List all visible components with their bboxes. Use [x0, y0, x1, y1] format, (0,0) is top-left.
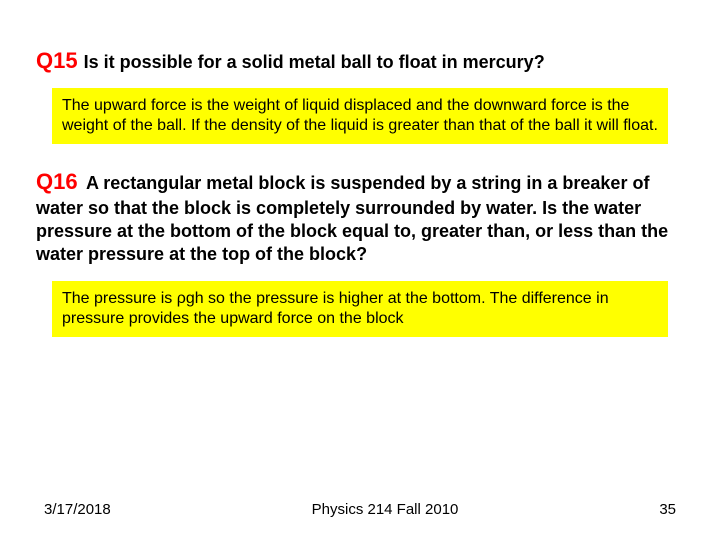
q16-answer-box: The pressure is ρgh so the pressure is h… [52, 281, 668, 337]
q15-label: Q15 [36, 48, 78, 74]
q16-question: A rectangular metal block is suspended b… [36, 173, 668, 264]
slide: Q15 Is it possible for a solid metal bal… [0, 0, 720, 540]
q16-block: Q16 A rectangular metal block is suspend… [36, 168, 684, 267]
footer-page: 35 [659, 501, 676, 518]
q15-row: Q15 Is it possible for a solid metal bal… [36, 48, 684, 74]
q15-answer: The upward force is the weight of liquid… [62, 97, 658, 134]
q16-question-wrap: Q16 A rectangular metal block is suspend… [36, 168, 684, 267]
footer-date: 3/17/2018 [44, 501, 111, 518]
q15-question: Is it possible for a solid metal ball to… [84, 52, 545, 73]
footer: 3/17/2018 Physics 214 Fall 2010 35 [0, 501, 720, 518]
q16-answer: The pressure is ρgh so the pressure is h… [62, 290, 609, 327]
footer-center: Physics 214 Fall 2010 [111, 501, 660, 518]
q16-label: Q16 [36, 169, 78, 194]
q15-answer-box: The upward force is the weight of liquid… [52, 88, 668, 144]
